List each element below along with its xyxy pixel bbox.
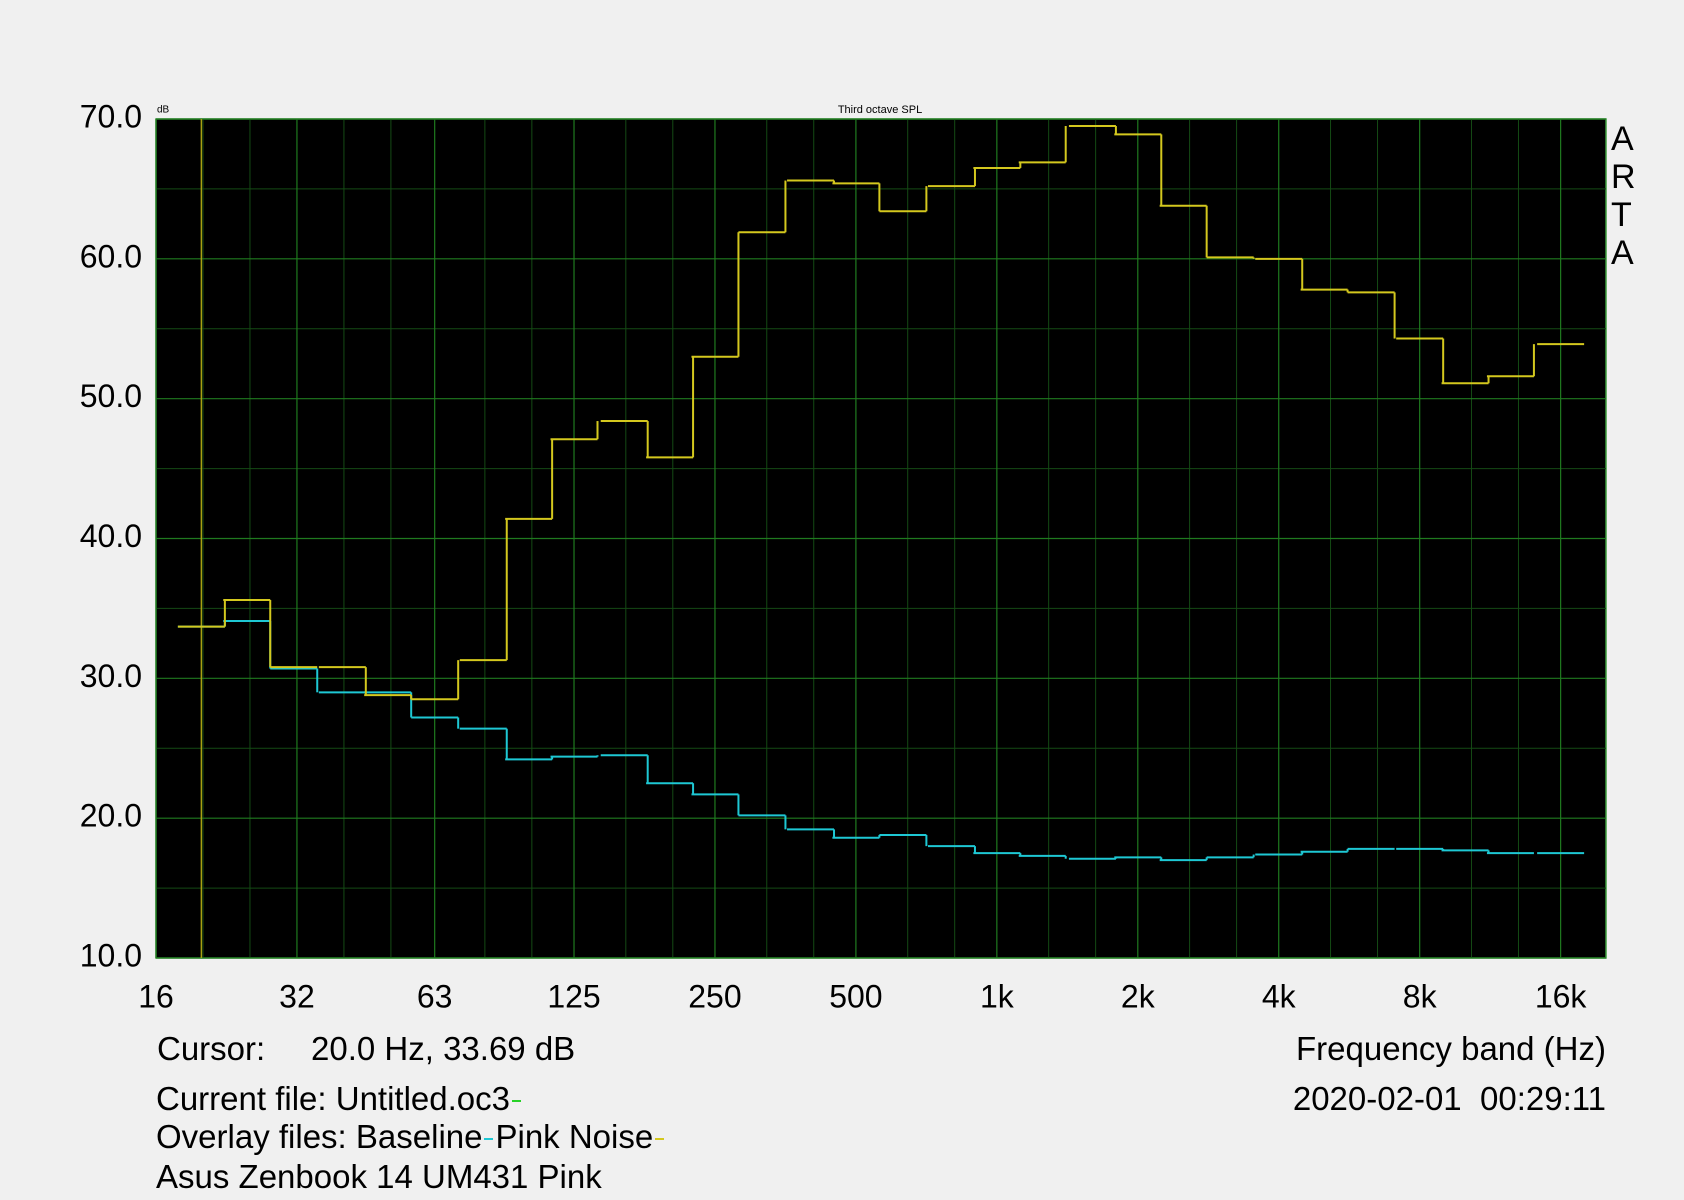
legend: Overlay files: Baseline Pink Noise — [156, 1120, 666, 1153]
y-tick-label: 30.0 — [80, 658, 142, 694]
x-tick-label: 16k — [1535, 978, 1588, 1014]
x-tick-label: 16 — [138, 978, 174, 1014]
cursor-label: Cursor: — [157, 1030, 266, 1067]
legend-swatch — [484, 1138, 494, 1141]
x-tick-label: 32 — [279, 978, 315, 1014]
x-tick-label: 4k — [1262, 978, 1297, 1014]
x-tick-label: 500 — [829, 978, 882, 1014]
overlay-label: Overlay files: — [156, 1118, 347, 1155]
y-tick-label: 70.0 — [80, 98, 142, 134]
y-tick-label: 50.0 — [80, 378, 142, 414]
x-tick-label: 8k — [1403, 978, 1438, 1014]
series — [177, 124, 1585, 701]
y-tick-label: 10.0 — [80, 937, 142, 973]
cursor-readout: 20.0 Hz, 33.69 dB — [311, 1030, 576, 1067]
note: Asus Zenbook 14 UM431 Pink — [156, 1158, 602, 1195]
x-tick-label: 2k — [1121, 978, 1156, 1014]
current-file-label: Current file: — [156, 1080, 327, 1117]
x-axis-label: Frequency band (Hz) — [1296, 1030, 1606, 1067]
y-tick-label: 20.0 — [80, 798, 142, 834]
y-tick-label: 40.0 — [80, 518, 142, 554]
x-tick-label: 250 — [688, 978, 741, 1014]
current-file: Current file: Untitled.oc3 — [156, 1082, 523, 1115]
watermark: ARTA — [1611, 120, 1636, 272]
legend-label: Baseline — [355, 1118, 483, 1155]
series-layer — [177, 119, 1585, 958]
current-file-name: Untitled.oc3 — [335, 1080, 510, 1117]
legend-label: Pink Noise — [495, 1118, 654, 1155]
timestamp: 2020-02-01 00:29:11 — [1292, 1080, 1606, 1117]
legend-swatch — [655, 1138, 665, 1141]
current-file-swatch — [512, 1100, 521, 1103]
grid — [155, 118, 1606, 959]
legend-items: Baseline Pink Noise — [356, 1118, 666, 1155]
chart-title: Third octave SPL — [838, 104, 922, 116]
y-tick-label: 60.0 — [80, 238, 142, 274]
x-tick-label: 125 — [547, 978, 600, 1014]
series — [177, 620, 1585, 862]
y-unit: dB — [157, 105, 170, 116]
x-tick-label: 63 — [417, 978, 453, 1014]
x-tick-label: 1k — [980, 978, 1015, 1014]
